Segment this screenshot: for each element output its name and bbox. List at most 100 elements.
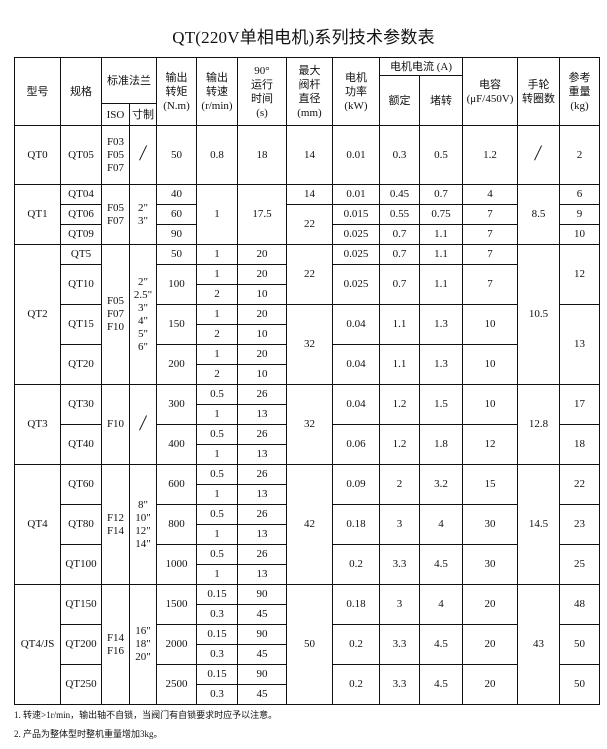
inch-size-cell: /: [129, 125, 157, 185]
locked-current-cell: 0.5: [419, 125, 463, 185]
spec-table: 型号 规格 标准法兰 输出 转矩 (N.m) 输出 转速 (r/min) 90°…: [14, 57, 600, 705]
torque-cell: 150: [156, 304, 197, 345]
model-cell: QT2: [14, 244, 61, 385]
stem-cell: 42: [286, 464, 333, 585]
time-cell: 10: [237, 324, 287, 345]
slash-mark: /: [138, 409, 148, 435]
header-iso: ISO: [101, 103, 130, 126]
locked-current-cell: 4.5: [419, 544, 463, 585]
header-time: 90° 运行 时间 (s): [237, 57, 287, 126]
model-cell: QT4: [14, 464, 61, 585]
inch-size-cell: 16" 18" 20": [129, 584, 157, 705]
locked-current-cell: 4: [419, 584, 463, 625]
time-cell: 26: [237, 384, 287, 405]
table-row: QT4/JS QT150 F14 F16 16" 18" 20" 1500 0.15 90 5…: [14, 584, 600, 705]
spec-cell: QT05: [60, 125, 102, 185]
time-cell: 10: [237, 284, 287, 305]
capacitor-cell: 30: [462, 544, 518, 585]
model-cell: QT4/JS: [14, 584, 61, 705]
speed-cell: 0.3: [196, 644, 238, 665]
weight-cell: 17: [559, 384, 600, 425]
speed-cell: 1: [196, 244, 238, 265]
speed-cell: 1: [196, 304, 238, 325]
table-row: QT2 QT5 F05 F07 F10 2" 2.5" 3" 4" 5" 6" 50 1 2…: [14, 244, 600, 385]
power-cell: 0.04: [332, 344, 380, 385]
table-row: QT250 2500 0.15 90 0.2 3.3 4.5 20 50: [15, 664, 600, 705]
torque-cell: 90: [156, 224, 197, 245]
capacitor-cell: 4: [462, 184, 518, 205]
time-cell: 45: [237, 644, 287, 665]
table-row: QT20 200 1 20 0.04 1.1 1.3 10: [15, 344, 600, 385]
model-cell: QT3: [14, 384, 61, 465]
capacitor-cell: 15: [462, 464, 518, 505]
stem-cell: 22: [286, 244, 333, 305]
inch-size-cell: 2" 3": [129, 184, 157, 245]
speed-cell: 1: [196, 264, 238, 285]
power-cell: 0.06: [332, 424, 380, 465]
weight-cell: 50: [559, 624, 600, 665]
stem-cell: 50: [286, 584, 333, 705]
iso-flange-cell: F03 F05 F07: [101, 125, 130, 185]
spec-cell: QT40: [60, 424, 102, 465]
capacitor-cell: 20: [462, 664, 518, 705]
table-row: QT4 QT60 F12 F14 8" 10" 12" 14" 600 0.5 26 42 0.…: [14, 464, 600, 585]
capacitor-cell: 10: [462, 344, 518, 385]
stem-cell: 32: [286, 304, 333, 385]
table-row: 0.3 45: [15, 604, 600, 625]
rated-current-cell: 3: [379, 504, 420, 545]
weight-cell: 12: [559, 244, 600, 305]
torque-cell: 2000: [156, 624, 197, 665]
time-cell: 20: [237, 304, 287, 325]
handwheel-cell: /: [517, 125, 560, 185]
rated-current-cell: 3: [379, 584, 420, 625]
power-cell: 0.015: [332, 204, 380, 225]
rated-current-cell: 0.55: [379, 204, 420, 225]
spec-cell: QT20: [60, 344, 102, 385]
speed-cell: 0.5: [196, 544, 238, 565]
speed-cell: 0.15: [196, 664, 238, 685]
locked-current-cell: 1.1: [419, 224, 463, 245]
time-cell: 20: [237, 264, 287, 285]
power-cell: 0.2: [332, 624, 380, 665]
speed-cell: 1: [196, 524, 238, 545]
time-cell: 20: [237, 244, 287, 265]
capacitor-cell: 20: [462, 584, 518, 625]
header-locked: 堵转: [419, 75, 463, 126]
locked-current-cell: 0.7: [419, 184, 463, 205]
table-row: 1 13: [15, 524, 600, 545]
table-row: 2 10: [15, 364, 600, 385]
torque-cell: 40: [156, 184, 197, 205]
stem-cell: 14: [286, 184, 333, 205]
spec-cell: QT250: [60, 664, 102, 705]
power-cell: 0.025: [332, 224, 380, 245]
iso-flange-cell: F05 F07: [101, 184, 130, 245]
inch-size-cell: 2" 2.5" 3" 4" 5" 6": [129, 244, 157, 385]
table-row: QT40 400 0.5 26 0.06 1.2 1.8 12 18: [15, 424, 600, 465]
capacitor-cell: 10: [462, 384, 518, 425]
table-body: QT0 QT05 F03 F05 F07/50 0.8 18 14 0.01 0.3 0.5 1.…: [14, 125, 600, 705]
time-cell: 26: [237, 544, 287, 565]
inch-size-cell: 8" 10" 12" 14": [129, 464, 157, 585]
header-stem: 最大 阀杆 直径 (mm): [286, 57, 333, 126]
weight-cell: 22: [559, 464, 600, 505]
power-cell: 0.01: [332, 184, 380, 205]
rated-current-cell: 1.2: [379, 424, 420, 465]
table-row: QT0 QT05 F03 F05 F07 / 50 0.8 18 14 0.01 0.3 0.5 1.…: [14, 125, 600, 185]
header-weight: 参考 重量 (kg): [559, 57, 600, 126]
spec-cell: QT15: [60, 304, 102, 345]
handwheel-cell: 43: [517, 584, 560, 705]
time-cell: 45: [237, 684, 287, 705]
power-cell: 0.04: [332, 384, 380, 425]
header-power: 电机 功率 (kW): [332, 57, 380, 126]
locked-current-cell: 4: [419, 504, 463, 545]
torque-cell: 400: [156, 424, 197, 465]
speed-cell: 0.3: [196, 684, 238, 705]
page-title: QT(220V单相电机)系列技术参数表: [172, 28, 435, 47]
speed-cell: 0.15: [196, 624, 238, 645]
handwheel-cell: 12.8: [517, 384, 560, 465]
torque-cell: 100: [156, 264, 197, 305]
footnote: 1. 转速>1r/min，输出轴不自锁，当阀门有自锁要求时应予以注意。: [14, 710, 278, 720]
speed-cell: 1: [196, 444, 238, 465]
table-row: 0.3 45: [15, 684, 600, 705]
spec-cell: QT04: [60, 184, 102, 205]
